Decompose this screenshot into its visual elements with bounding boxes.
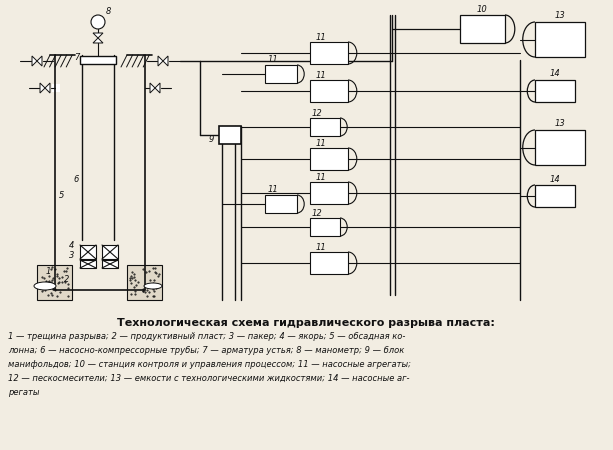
Text: 1: 1 (45, 267, 51, 276)
Text: 11: 11 (316, 71, 326, 80)
Polygon shape (93, 38, 103, 43)
Bar (310, 182, 348, 204)
Bar (80, 260, 96, 268)
Bar (310, 42, 348, 64)
Text: 11: 11 (316, 139, 326, 148)
Bar (102, 260, 118, 268)
Polygon shape (40, 83, 45, 93)
Text: 14: 14 (550, 175, 560, 184)
Polygon shape (163, 56, 168, 66)
Bar (535, 185, 575, 207)
Text: Технологическая схема гидравлического разрыва пласта:: Технологическая схема гидравлического ра… (117, 318, 495, 328)
Bar (127, 265, 162, 300)
Text: манифольдов; 10 — станция контроля и управления процессом; 11 — насосные агрегат: манифольдов; 10 — станция контроля и упр… (8, 360, 411, 369)
Text: 11: 11 (316, 32, 326, 41)
Bar (37, 265, 72, 300)
Bar (535, 80, 575, 102)
Text: 8: 8 (105, 8, 111, 17)
Bar (265, 65, 297, 83)
Bar (535, 22, 585, 57)
Text: 13: 13 (555, 12, 565, 21)
Text: 11: 11 (268, 55, 278, 64)
Circle shape (91, 15, 105, 29)
Polygon shape (155, 83, 160, 93)
Text: 10: 10 (477, 4, 487, 13)
Text: 5: 5 (59, 190, 65, 199)
Bar (310, 80, 348, 102)
Text: 13: 13 (555, 120, 565, 129)
Bar (460, 15, 505, 43)
Text: 12: 12 (311, 208, 322, 217)
Bar (310, 148, 348, 170)
Text: 1 — трещина разрыва; 2 — продуктивный пласт; 3 — пакер; 4 — якорь; 5 — обсадная : 1 — трещина разрыва; 2 — продуктивный пл… (8, 332, 405, 341)
Polygon shape (93, 33, 103, 38)
Bar (102, 245, 118, 259)
Text: 9: 9 (208, 135, 214, 144)
Bar (219, 126, 241, 144)
Text: 7: 7 (74, 53, 80, 62)
Polygon shape (32, 56, 37, 66)
Ellipse shape (34, 282, 56, 290)
Bar (535, 130, 585, 165)
Bar (310, 218, 340, 236)
Text: 14: 14 (550, 69, 560, 78)
Bar (310, 118, 340, 136)
Bar (80, 56, 116, 64)
Text: 12 — пескосмесители; 13 — емкости с технологическими жидкостями; 14 — насосные а: 12 — пескосмесители; 13 — емкости с техн… (8, 374, 409, 383)
Text: 3: 3 (69, 251, 75, 260)
Text: 6: 6 (74, 176, 78, 184)
Text: 2: 2 (64, 275, 70, 284)
Polygon shape (45, 83, 50, 93)
Ellipse shape (144, 283, 162, 289)
Text: 12: 12 (311, 108, 322, 117)
Text: лонна; 6 — насосно-компрессорные трубы; 7 — арматура устья; 8 — манометр; 9 — бл: лонна; 6 — насосно-компрессорные трубы; … (8, 346, 404, 355)
Bar (80, 245, 96, 259)
Polygon shape (150, 83, 155, 93)
Bar (310, 252, 348, 274)
Polygon shape (37, 56, 42, 66)
Text: 11: 11 (316, 172, 326, 181)
Bar (52, 84, 60, 92)
Bar (265, 195, 297, 213)
Text: регаты: регаты (8, 388, 39, 397)
Text: 11: 11 (268, 185, 278, 194)
Text: 11: 11 (316, 243, 326, 252)
Text: 4: 4 (69, 240, 75, 249)
Polygon shape (158, 56, 163, 66)
